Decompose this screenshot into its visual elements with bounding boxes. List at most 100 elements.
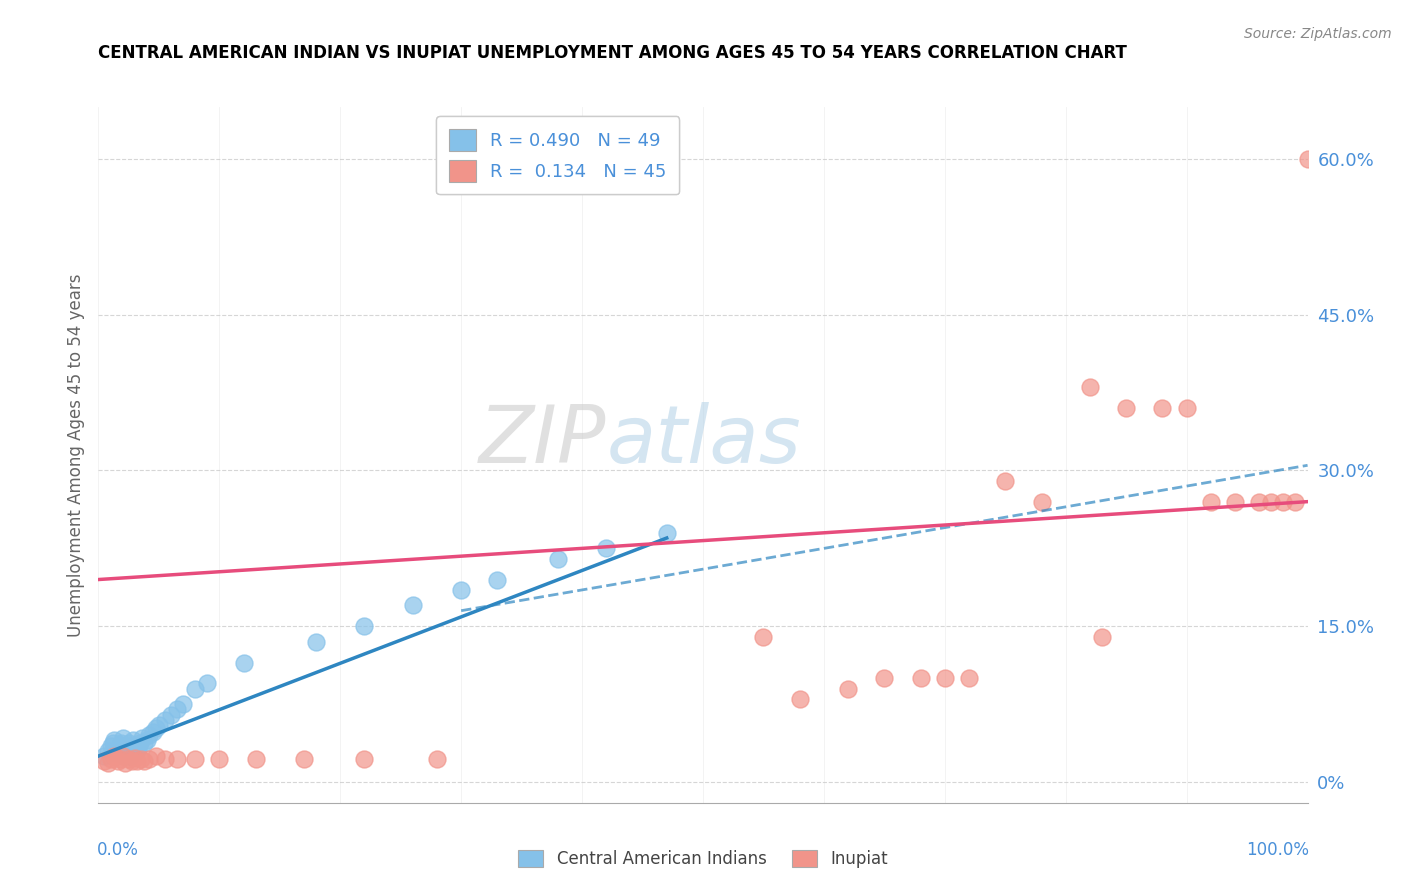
Point	[1260, 494, 1282, 508]
Point	[547, 551, 569, 566]
Text: atlas: atlas	[606, 402, 801, 480]
Point	[232, 656, 254, 670]
Point	[103, 733, 125, 747]
Point	[1249, 494, 1271, 508]
Point	[292, 752, 315, 766]
Point	[145, 749, 167, 764]
Point	[107, 754, 129, 768]
Point	[153, 713, 176, 727]
Point	[110, 735, 132, 749]
Point	[93, 754, 115, 768]
Point	[118, 752, 141, 766]
Legend: R = 0.490   N = 49, R =  0.134   N = 45: R = 0.490 N = 49, R = 0.134 N = 45	[436, 116, 679, 194]
Point	[305, 635, 328, 649]
Point	[93, 749, 115, 764]
Point	[837, 681, 859, 696]
Point	[148, 718, 170, 732]
Point	[118, 735, 141, 749]
Point	[138, 728, 160, 742]
Point	[118, 749, 141, 764]
Point	[101, 735, 124, 749]
Point	[112, 739, 135, 753]
Point	[127, 739, 149, 753]
Text: 100.0%: 100.0%	[1246, 841, 1309, 859]
Point	[1272, 494, 1295, 508]
Point	[125, 744, 148, 758]
Text: ZIP: ZIP	[479, 402, 606, 480]
Point	[97, 744, 120, 758]
Point	[166, 752, 188, 766]
Point	[160, 707, 183, 722]
Point	[97, 756, 120, 771]
Point	[1091, 630, 1114, 644]
Point	[873, 671, 896, 685]
Point	[1199, 494, 1222, 508]
Point	[910, 671, 932, 685]
Point	[129, 752, 152, 766]
Point	[172, 697, 194, 711]
Point	[131, 731, 153, 746]
Point	[120, 739, 142, 753]
Point	[135, 733, 157, 747]
Text: CENTRAL AMERICAN INDIAN VS INUPIAT UNEMPLOYMENT AMONG AGES 45 TO 54 YEARS CORREL: CENTRAL AMERICAN INDIAN VS INUPIAT UNEMP…	[98, 45, 1128, 62]
Point	[1284, 494, 1306, 508]
Point	[118, 741, 141, 756]
Point	[128, 735, 150, 749]
Point	[134, 735, 156, 749]
Point	[121, 754, 143, 768]
Legend: Central American Indians, Inupiat: Central American Indians, Inupiat	[512, 843, 894, 875]
Point	[100, 739, 122, 753]
Point	[115, 746, 138, 760]
Point	[402, 599, 425, 613]
Point	[752, 630, 775, 644]
Point	[353, 752, 375, 766]
Point	[138, 752, 160, 766]
Text: 0.0%: 0.0%	[97, 841, 139, 859]
Point	[245, 752, 267, 766]
Text: Source: ZipAtlas.com: Source: ZipAtlas.com	[1244, 27, 1392, 41]
Point	[100, 752, 122, 766]
Point	[486, 573, 509, 587]
Point	[105, 744, 128, 758]
Point	[145, 721, 167, 735]
Point	[111, 731, 134, 746]
Point	[353, 619, 375, 633]
Point	[121, 746, 143, 760]
Point	[107, 746, 129, 760]
Point	[1031, 494, 1053, 508]
Point	[127, 754, 149, 768]
Point	[108, 741, 131, 756]
Point	[117, 744, 139, 758]
Point	[208, 752, 231, 766]
Point	[184, 681, 207, 696]
Point	[134, 754, 156, 768]
Point	[1115, 401, 1137, 416]
Point	[1078, 380, 1101, 394]
Point	[124, 751, 146, 765]
Point	[127, 741, 149, 756]
Point	[994, 474, 1017, 488]
Point	[142, 725, 165, 739]
Point	[114, 749, 136, 764]
Point	[166, 702, 188, 716]
Point	[789, 692, 811, 706]
Point	[934, 671, 956, 685]
Point	[655, 525, 678, 540]
Point	[124, 739, 146, 753]
Point	[426, 752, 449, 766]
Point	[108, 752, 131, 766]
Point	[957, 671, 980, 685]
Point	[1175, 401, 1198, 416]
Point	[122, 733, 145, 747]
Point	[450, 582, 472, 597]
Point	[1223, 494, 1246, 508]
Point	[1296, 152, 1319, 166]
Point	[595, 541, 617, 556]
Point	[195, 676, 218, 690]
Point	[114, 744, 136, 758]
Point	[114, 756, 136, 771]
Point	[184, 752, 207, 766]
Y-axis label: Unemployment Among Ages 45 to 54 years: Unemployment Among Ages 45 to 54 years	[66, 273, 84, 637]
Point	[103, 749, 125, 764]
Point	[1152, 401, 1174, 416]
